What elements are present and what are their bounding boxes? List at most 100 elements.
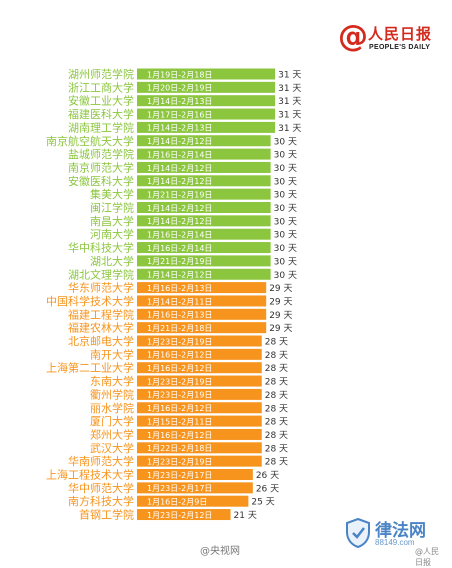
bar	[137, 428, 262, 440]
date-range-label: 1月21日-2月18日	[147, 324, 212, 333]
value-label: 30 天	[274, 151, 297, 161]
date-range-label: 1月22日-2月18日	[147, 444, 212, 453]
date-range-label: 1月14日-2月13日	[147, 97, 212, 106]
bar	[137, 228, 271, 240]
watermark-account: @人民日报	[415, 547, 439, 567]
logo-name-en: PEOPLE'S DAILY	[369, 44, 431, 51]
category-label: 南昌大学	[90, 214, 134, 228]
category-label: 安徽医科大学	[68, 174, 134, 188]
bar	[137, 81, 276, 93]
category-label: 丽水学院	[90, 401, 134, 415]
bar	[137, 135, 271, 147]
bar	[137, 161, 271, 173]
watermark-lawsite: 律法网 88149.com @人民日报	[345, 514, 445, 567]
bar	[137, 242, 271, 254]
value-label: 30 天	[274, 137, 297, 147]
category-label: 福建工程学院	[68, 307, 134, 321]
date-range-label: 1月23日-2月19日	[147, 337, 212, 346]
category-label: 郑州大学	[90, 427, 134, 441]
category-label: 华南师范大学	[68, 454, 134, 468]
watermark-site-name: 律法网	[375, 521, 426, 541]
category-label: 南方科技大学	[68, 494, 134, 508]
date-range-label: 1月14日-2月11日	[147, 297, 212, 306]
date-range-label: 1月14日-2月12日	[147, 271, 212, 280]
date-range-label: 1月16日-2月12日	[147, 431, 212, 440]
category-label: 中国科学技术大学	[46, 294, 134, 308]
value-label: 28 天	[265, 364, 288, 374]
bar	[137, 362, 262, 374]
date-range-label: 1月16日-2月13日	[147, 284, 212, 293]
date-range-label: 1月14日-2月12日	[147, 204, 212, 213]
bar	[137, 482, 253, 494]
bar	[137, 255, 271, 267]
category-label: 闽江学院	[90, 201, 134, 215]
category-label: 集美大学	[90, 187, 134, 201]
bar	[137, 268, 271, 280]
date-range-label: 1月14日-2月12日	[147, 164, 212, 173]
value-label: 28 天	[265, 378, 288, 388]
bar	[137, 175, 271, 187]
category-label: 华中师范大学	[68, 481, 134, 495]
bar	[137, 509, 231, 521]
value-label: 29 天	[269, 297, 292, 307]
bar	[137, 282, 267, 294]
date-range-label: 1月21日-2月19日	[147, 257, 212, 266]
category-label: 湖北大学	[90, 254, 134, 268]
category-label: 南京航空航天大学	[46, 134, 134, 148]
date-range-label: 1月16日-2月14日	[147, 231, 212, 240]
bar	[137, 121, 276, 133]
bar	[137, 469, 253, 480]
date-range-label: 1月14日-2月12日	[147, 177, 212, 186]
bar	[137, 108, 276, 120]
bar	[137, 402, 262, 414]
category-label: 安徽工业大学	[68, 94, 134, 108]
value-label: 28 天	[265, 351, 288, 361]
date-range-label: 1月15日-2月11日	[147, 417, 212, 426]
bar	[137, 308, 267, 320]
category-label: 南京师范大学	[68, 160, 134, 174]
value-label: 26 天	[256, 484, 279, 494]
date-range-label: 1月16日-2月9日	[147, 498, 207, 507]
date-range-label: 1月23日-2月17日	[147, 484, 212, 493]
value-label: 25 天	[251, 498, 274, 508]
bar	[137, 322, 267, 334]
category-label: 南开大学	[90, 347, 134, 361]
category-label: 湖南理工学院	[68, 120, 134, 134]
value-label: 29 天	[269, 324, 292, 334]
category-label: 上海工程技术大学	[46, 468, 134, 482]
shield-icon	[346, 518, 370, 548]
date-range-label: 1月16日-2月14日	[147, 150, 212, 159]
date-range-label: 1月16日-2月12日	[147, 404, 212, 413]
date-range-label: 1月23日-2月17日	[147, 471, 212, 480]
value-label: 30 天	[274, 204, 297, 214]
category-label: 湖北文理学院	[68, 267, 134, 281]
value-label: 28 天	[265, 458, 288, 468]
value-label: 31 天	[278, 97, 301, 107]
value-label: 30 天	[274, 244, 297, 254]
bar	[137, 215, 271, 227]
date-range-label: 1月23日-2月19日	[147, 391, 212, 400]
value-label: 28 天	[265, 444, 288, 454]
value-label: 28 天	[265, 404, 288, 414]
value-label: 28 天	[265, 338, 288, 348]
value-label: 21 天	[234, 511, 257, 521]
value-label: 30 天	[274, 164, 297, 174]
watermark-site-url: 88149.com	[375, 538, 415, 547]
category-label: 湖州师范学院	[68, 67, 134, 81]
date-range-label: 1月20日-2月19日	[147, 84, 212, 93]
date-range-label: 1月19日-2月18日	[147, 70, 212, 79]
category-label: 东南大学	[90, 374, 134, 388]
logo-name-cn: 人民日报	[368, 25, 433, 43]
category-label: 浙江工商大学	[68, 80, 134, 94]
bar	[137, 415, 262, 427]
value-label: 30 天	[274, 271, 297, 281]
category-label: 盐城师范学院	[68, 147, 134, 161]
date-range-label: 1月14日-2月13日	[147, 124, 212, 133]
value-label: 30 天	[274, 231, 297, 241]
value-label: 30 天	[274, 257, 297, 267]
category-label: 福建医科大学	[68, 107, 134, 121]
category-label: 北京邮电大学	[68, 334, 134, 348]
bar	[137, 348, 262, 360]
date-range-label: 1月14日-2月12日	[147, 137, 212, 146]
bar	[137, 188, 271, 200]
